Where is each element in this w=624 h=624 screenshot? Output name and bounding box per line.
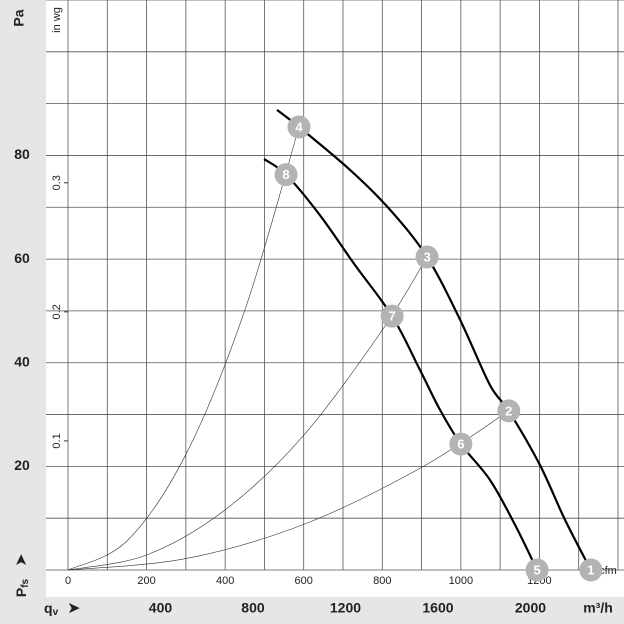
y-label-sub: fs [20,578,31,587]
x-tick-label: 800 [373,575,391,587]
point-label: 7 [388,309,395,324]
bottom-band [0,597,624,624]
x-tick-label: 200 [137,575,155,587]
point-label: 4 [295,119,303,134]
plot-area [46,0,624,597]
x2-arrow: ➤ [68,600,80,616]
y-label: Pfs [13,578,31,597]
x-unit: cfm [599,565,617,577]
x2-tick-label: 400 [149,600,173,616]
x2-label-main: q [44,600,53,616]
y-tick-label: 40 [14,353,30,369]
y-tick-label: 20 [14,457,30,473]
y-tick-label: 60 [14,250,30,266]
y2-tick-label: 0.2 [51,304,63,319]
x2-tick-label: 1600 [422,600,453,616]
y2-tick-label: 0.3 [51,175,63,190]
y-tick-label: 80 [14,146,30,162]
x2-unit: m³/h [583,600,613,616]
point-label: 1 [587,562,594,577]
x2-label: qv [44,600,59,618]
y-unit: Pa [11,9,27,26]
operating-point [525,558,549,582]
point-label: 8 [282,167,289,182]
operating-point [497,399,521,423]
left-band [0,0,46,624]
operating-point [415,245,439,269]
curve [276,108,592,571]
operating-point [579,558,603,582]
point-label: 3 [423,249,430,264]
operating-point [274,163,298,187]
curve [263,158,539,571]
y2-tick-label: 0.1 [51,433,63,448]
x-tick-label: 1000 [449,575,473,587]
operating-point [380,304,404,328]
point-label: 2 [505,403,512,418]
operating-point [449,432,473,456]
operating-point [287,115,311,139]
y2-unit: in wg [51,7,63,33]
point-label: 6 [457,437,464,452]
y-arrow: ➤ [13,554,29,566]
x2-tick-label: 2000 [515,600,546,616]
point-label: 5 [533,562,540,577]
x2-tick-label: 800 [241,600,265,616]
x-tick-label: 0 [65,575,71,587]
x2-label-sub: v [53,607,59,618]
curve [67,126,300,571]
curve [67,410,509,571]
x-tick-label: 600 [295,575,313,587]
x2-tick-label: 1200 [330,600,361,616]
x-tick-label: 400 [216,575,234,587]
y-label-main: P [13,588,29,597]
